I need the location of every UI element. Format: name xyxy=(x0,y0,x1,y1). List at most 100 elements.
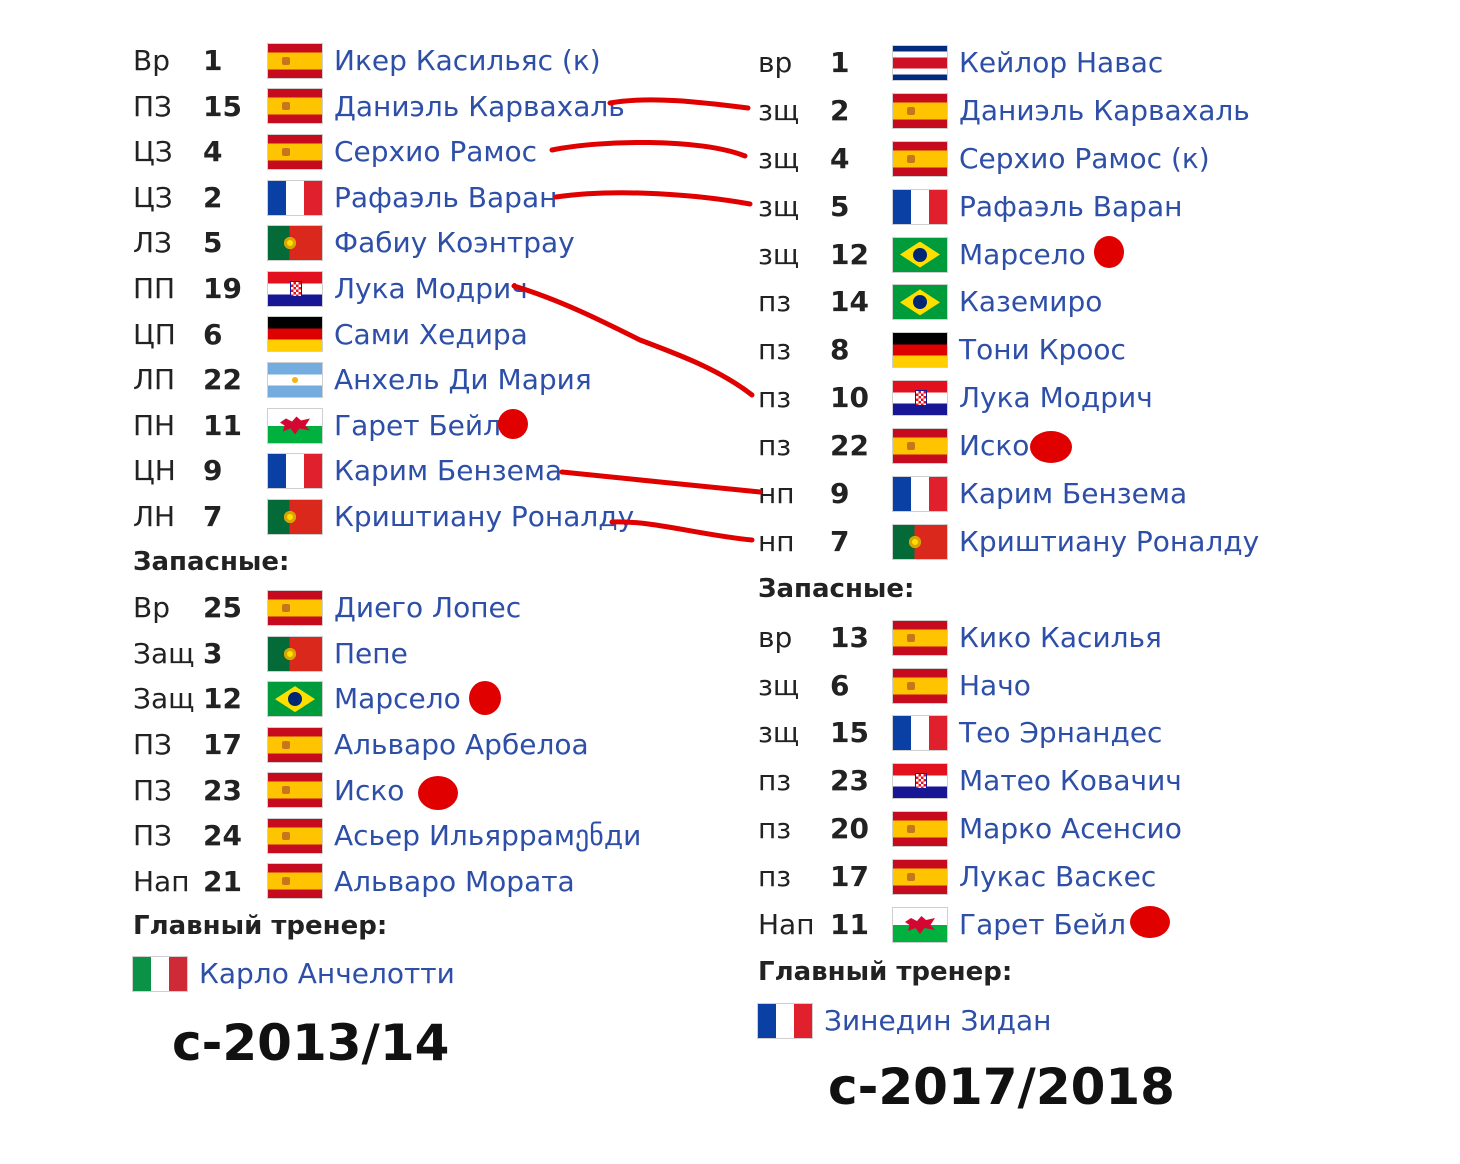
player-position: зщ xyxy=(758,93,800,127)
player-name-link[interactable]: Кейлор Навас xyxy=(959,46,1164,79)
player-number: 1 xyxy=(203,44,223,77)
player-number: 20 xyxy=(830,812,869,846)
player-name-link[interactable]: Сами Хедира xyxy=(334,317,528,351)
coach-row: Карло Анчелотти xyxy=(133,950,693,998)
player-name-link[interactable]: Рафаэль Варан xyxy=(959,189,1183,223)
flag-de-icon xyxy=(268,317,322,352)
flag-wa-icon xyxy=(268,408,322,443)
player-name-link[interactable]: Серхио Рамос xyxy=(334,135,538,169)
player-row: зщ 6 Начо xyxy=(758,662,1318,710)
france-flag-icon xyxy=(758,1003,812,1038)
flag-es-icon xyxy=(268,727,322,762)
player-row: ПН 11 Гарет Бейл xyxy=(133,403,693,449)
player-position: пз xyxy=(758,812,792,846)
player-position: ЛЗ xyxy=(133,226,173,260)
player-position: нп xyxy=(758,477,795,511)
player-row: ЦЗ 4 Серхио Рамос xyxy=(133,129,693,175)
player-number: 24 xyxy=(203,819,242,853)
player-name-link[interactable]: Карим Бензема xyxy=(334,454,563,488)
player-name-link[interactable]: Даниэль Карвахаль xyxy=(334,89,625,123)
player-name-link[interactable]: Лука Модрич xyxy=(959,381,1153,415)
player-name-link[interactable]: Лука Модрич xyxy=(334,271,528,305)
player-name-link[interactable]: Кико Касилья xyxy=(959,620,1162,654)
player-name-link[interactable]: Пепе xyxy=(334,636,408,670)
player-position: Вр xyxy=(133,591,170,625)
player-position: ЛН xyxy=(133,499,176,533)
player-number: 15 xyxy=(203,89,242,123)
player-position: пз xyxy=(758,333,792,367)
coach-name-link[interactable]: Карло Анчелотти xyxy=(199,956,455,990)
player-position: зщ xyxy=(758,716,800,750)
coach-row: Зинедин Зидан xyxy=(758,997,1318,1045)
flag-es-icon xyxy=(268,818,322,853)
player-name-link[interactable]: Марко Асенсио xyxy=(959,812,1182,846)
flag-de-icon xyxy=(893,333,947,368)
season-label-left: с-2013/14 xyxy=(172,1014,450,1072)
player-name-link[interactable]: Икер Касильяс (к) xyxy=(334,44,601,77)
player-number: 4 xyxy=(830,141,850,175)
player-name-link[interactable]: Асьер Ильяррамენди xyxy=(334,819,642,853)
player-name-link[interactable]: Гарет Бейл xyxy=(959,908,1126,942)
player-name-link[interactable]: Анхель Ди Мария xyxy=(334,363,592,397)
player-number: 8 xyxy=(830,333,850,367)
player-name-link[interactable]: Даниэль Карвахаль xyxy=(959,93,1250,127)
player-row: ЛЗ 5 Фабиу Коэнтрау xyxy=(133,220,693,266)
player-row: Защ 3 Пепе xyxy=(133,631,693,677)
player-name-link[interactable]: Тео Эрнандес xyxy=(959,716,1163,750)
player-name-link[interactable]: Иско xyxy=(959,429,1030,463)
starters-list: вр 1 Кейлор Навас зщ 2 Даниэль Карвахаль зщ 4 Се… xyxy=(758,39,1318,566)
player-name-link[interactable]: Начо xyxy=(959,668,1031,702)
player-position: зщ xyxy=(758,237,800,271)
player-row: ПЗ 15 Даниэль Карвахаль xyxy=(133,84,693,130)
player-name-link[interactable]: Рафаэль Варан xyxy=(334,180,558,214)
flag-es-icon xyxy=(893,860,947,895)
subs-heading: Запасные: xyxy=(133,546,290,577)
player-number: 23 xyxy=(203,773,242,807)
player-row: ЦЗ 2 Рафаэль Варан xyxy=(133,175,693,221)
flag-br-icon xyxy=(268,682,322,717)
player-name-link[interactable]: Диего Лопес xyxy=(334,591,522,625)
player-row: нп 7 Криштиану Роналду xyxy=(758,518,1318,566)
player-row: пз 10 Лука Модрич xyxy=(758,374,1318,422)
player-row: Нап 11 Гарет Бейл xyxy=(758,901,1318,949)
player-row: вр 13 Кико Касилья xyxy=(758,614,1318,662)
player-name-link[interactable]: Лукас Васкес xyxy=(959,860,1157,894)
player-name-link[interactable]: Иско xyxy=(334,773,405,807)
player-row: Нап 21 Альваро Мората xyxy=(133,859,693,905)
player-row: зщ 12 Марсело xyxy=(758,231,1318,279)
coach-name-link[interactable]: Зинедин Зидан xyxy=(824,1003,1052,1037)
player-name-link[interactable]: Марсело xyxy=(959,237,1086,271)
player-number: 13 xyxy=(830,620,869,654)
player-name-link[interactable]: Каземиро xyxy=(959,285,1103,319)
player-name-link[interactable]: Гарет Бейл xyxy=(334,408,501,442)
italy-flag-icon xyxy=(133,956,187,991)
player-number: 11 xyxy=(203,408,242,442)
player-row: вр 1 Кейлор Навас xyxy=(758,39,1318,87)
player-position: ЦЗ xyxy=(133,135,173,169)
player-name-link[interactable]: Фабиу Коэнтрау xyxy=(334,226,575,260)
player-name-link[interactable]: Альваро Арбелоа xyxy=(334,727,589,761)
player-row: Вр 1 Икер Касильяс (к) xyxy=(133,38,693,84)
coach-heading: Главный тренер: xyxy=(133,911,388,942)
flag-es-icon xyxy=(893,93,947,128)
player-number: 17 xyxy=(203,727,242,761)
player-position: зщ xyxy=(758,141,800,175)
player-row: Защ 12 Марсело xyxy=(133,676,693,722)
player-name-link[interactable]: Серхио Рамос (к) xyxy=(959,141,1210,175)
player-position: ЦП xyxy=(133,317,176,351)
flag-fr-icon xyxy=(268,180,322,215)
player-number: 15 xyxy=(830,716,869,750)
player-name-link[interactable]: Карим Бензема xyxy=(959,477,1188,511)
player-row: пз 14 Каземиро xyxy=(758,278,1318,326)
player-position: ПЗ xyxy=(133,773,173,807)
player-name-link[interactable]: Тони Кроос xyxy=(959,333,1126,367)
player-number: 25 xyxy=(203,591,242,625)
player-name-link[interactable]: Криштиану Роналду xyxy=(959,524,1260,558)
player-name-link[interactable]: Марсело xyxy=(334,682,461,716)
player-name-link[interactable]: Альваро Мората xyxy=(334,864,575,898)
flag-cr-icon xyxy=(893,45,947,80)
player-position: ПЗ xyxy=(133,727,173,761)
player-number: 1 xyxy=(830,46,850,79)
player-name-link[interactable]: Криштиану Роналду xyxy=(334,499,635,533)
player-name-link[interactable]: Матео Ковачич xyxy=(959,764,1182,798)
